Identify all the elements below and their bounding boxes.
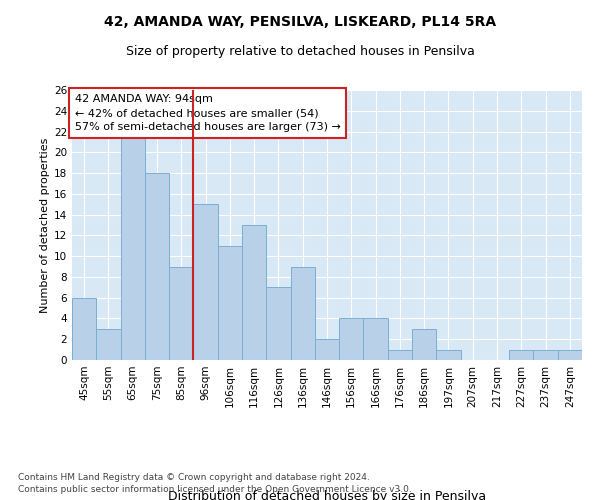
Text: Contains HM Land Registry data © Crown copyright and database right 2024.: Contains HM Land Registry data © Crown c… [18, 472, 370, 482]
Bar [96, 329, 121, 360]
Bar [290, 266, 315, 360]
Bar [218, 246, 242, 360]
Bar [364, 318, 388, 360]
Bar [169, 266, 193, 360]
Bar [193, 204, 218, 360]
Y-axis label: Number of detached properties: Number of detached properties [40, 138, 50, 312]
Bar [242, 225, 266, 360]
Bar [121, 132, 145, 360]
Bar [533, 350, 558, 360]
Bar [339, 318, 364, 360]
Bar [72, 298, 96, 360]
Bar [558, 350, 582, 360]
Bar [412, 329, 436, 360]
Bar [315, 339, 339, 360]
Text: 42 AMANDA WAY: 94sqm
← 42% of detached houses are smaller (54)
57% of semi-detac: 42 AMANDA WAY: 94sqm ← 42% of detached h… [74, 94, 340, 132]
Bar [388, 350, 412, 360]
Bar [509, 350, 533, 360]
Text: 42, AMANDA WAY, PENSILVA, LISKEARD, PL14 5RA: 42, AMANDA WAY, PENSILVA, LISKEARD, PL14… [104, 15, 496, 29]
X-axis label: Distribution of detached houses by size in Pensilva: Distribution of detached houses by size … [168, 490, 486, 500]
Bar [145, 173, 169, 360]
Bar [266, 288, 290, 360]
Text: Contains public sector information licensed under the Open Government Licence v3: Contains public sector information licen… [18, 485, 412, 494]
Text: Size of property relative to detached houses in Pensilva: Size of property relative to detached ho… [125, 45, 475, 58]
Bar [436, 350, 461, 360]
